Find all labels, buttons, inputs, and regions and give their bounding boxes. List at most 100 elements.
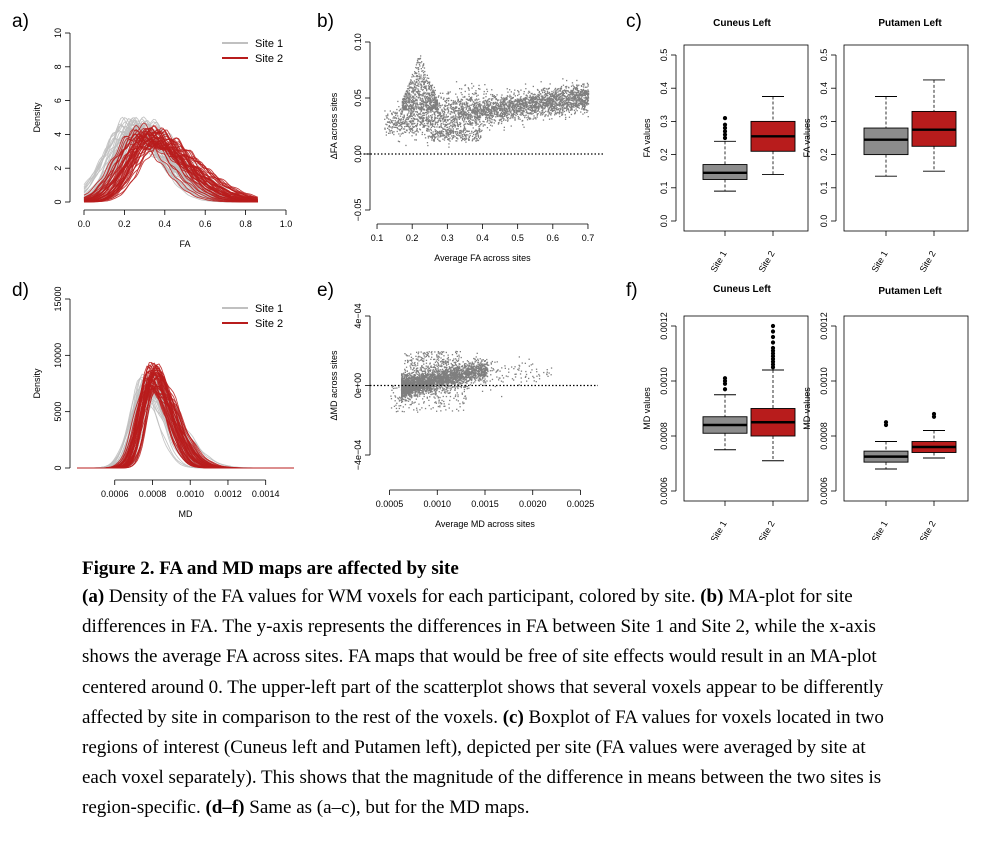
- scatter-point: [491, 110, 493, 112]
- scatter-point: [470, 97, 472, 99]
- scatter-point: [503, 119, 505, 121]
- scatter-point: [409, 87, 411, 89]
- scatter-point: [450, 380, 452, 382]
- scatter-point: [463, 121, 465, 123]
- scatter-point: [519, 107, 521, 110]
- scatter-point: [457, 134, 460, 136]
- scatter-point: [404, 107, 406, 109]
- scatter-point: [491, 107, 493, 109]
- scatter-point: [408, 108, 410, 110]
- scatter-point: [430, 126, 433, 128]
- scatter-point: [587, 103, 590, 105]
- scatter-point: [452, 106, 454, 109]
- scatter-point: [538, 98, 540, 100]
- scatter-point: [478, 88, 480, 90]
- scatter-point: [525, 97, 527, 100]
- scatter-point: [425, 119, 427, 121]
- scatter-point: [527, 107, 529, 109]
- scatter-point: [574, 99, 576, 101]
- scatter-point: [398, 119, 400, 122]
- scatter-point: [447, 110, 450, 112]
- scatter-point: [419, 103, 421, 106]
- scatter-point: [538, 108, 540, 110]
- scatter-point: [466, 102, 468, 104]
- scatter-point: [473, 102, 476, 105]
- scatter-point: [506, 114, 508, 116]
- scatter-point: [460, 105, 462, 107]
- scatter-point: [474, 111, 477, 113]
- scatter-point: [440, 114, 443, 117]
- scatter-point: [424, 98, 427, 100]
- scatter-point: [432, 92, 435, 94]
- scatter-point: [481, 123, 483, 125]
- scatter-point: [492, 103, 494, 105]
- scatter-point: [423, 91, 425, 93]
- scatter-point: [461, 99, 464, 101]
- scatter-point: [542, 88, 544, 90]
- scatter-point: [422, 106, 424, 109]
- scatter-point: [509, 99, 511, 101]
- scatter-point: [408, 98, 410, 100]
- scatter-point: [534, 98, 536, 100]
- legend-label: Site 1: [255, 303, 283, 315]
- scatter-point: [392, 117, 394, 119]
- scatter-point: [553, 94, 555, 96]
- scatter-point: [521, 113, 523, 115]
- scatter-point: [394, 111, 396, 114]
- scatter-point: [438, 126, 441, 128]
- scatter-point: [391, 131, 394, 133]
- scatter-point: [468, 139, 470, 141]
- scatter-point: [486, 102, 488, 104]
- scatter-point: [415, 81, 417, 83]
- scatter-point: [469, 362, 472, 364]
- scatter-point: [436, 103, 438, 105]
- scatter-point: [414, 102, 416, 104]
- scatter-point: [541, 110, 543, 112]
- scatter-point: [529, 112, 531, 115]
- scatter-point: [446, 132, 448, 134]
- scatter-point: [402, 116, 404, 118]
- scatter-point: [416, 124, 418, 126]
- scatter-point: [534, 117, 537, 119]
- scatter-point: [402, 122, 404, 125]
- scatter-point: [548, 92, 550, 94]
- scatter-point: [439, 130, 441, 132]
- scatter-point: [549, 83, 551, 85]
- scatter-point: [557, 88, 560, 90]
- scatter-point: [394, 122, 396, 124]
- scatter-point: [472, 112, 474, 114]
- scatter-point: [398, 106, 400, 108]
- scatter-point: [459, 113, 461, 115]
- scatter-point: [517, 104, 519, 106]
- scatter-point: [511, 105, 513, 107]
- scatter-point: [530, 105, 532, 107]
- scatter-point: [432, 90, 434, 92]
- scatter-point: [431, 91, 434, 94]
- scatter-point: [444, 112, 446, 114]
- scatter-point: [414, 97, 416, 99]
- scatter-point: [495, 113, 497, 115]
- scatter-point: [462, 375, 464, 377]
- scatter-point: [489, 115, 492, 117]
- scatter-point: [433, 98, 436, 100]
- scatter-point: [462, 102, 464, 104]
- scatter-point: [475, 116, 477, 118]
- scatter-point: [424, 112, 427, 114]
- scatter-point: [469, 121, 471, 123]
- scatter-point: [556, 104, 558, 106]
- scatter-point: [420, 83, 422, 85]
- scatter-point: [475, 133, 477, 136]
- scatter-point: [433, 106, 436, 108]
- scatter-point: [513, 101, 515, 103]
- scatter-point: [497, 104, 500, 106]
- scatter-point: [474, 113, 476, 115]
- scatter-point: [576, 86, 578, 88]
- scatter-point: [429, 95, 431, 97]
- scatter-point: [465, 111, 467, 113]
- scatter-point: [512, 102, 514, 104]
- scatter-point: [461, 112, 463, 114]
- scatter-point: [506, 102, 508, 104]
- scatter-point: [560, 88, 563, 90]
- scatter-point: [574, 105, 577, 107]
- scatter-point: [478, 127, 480, 130]
